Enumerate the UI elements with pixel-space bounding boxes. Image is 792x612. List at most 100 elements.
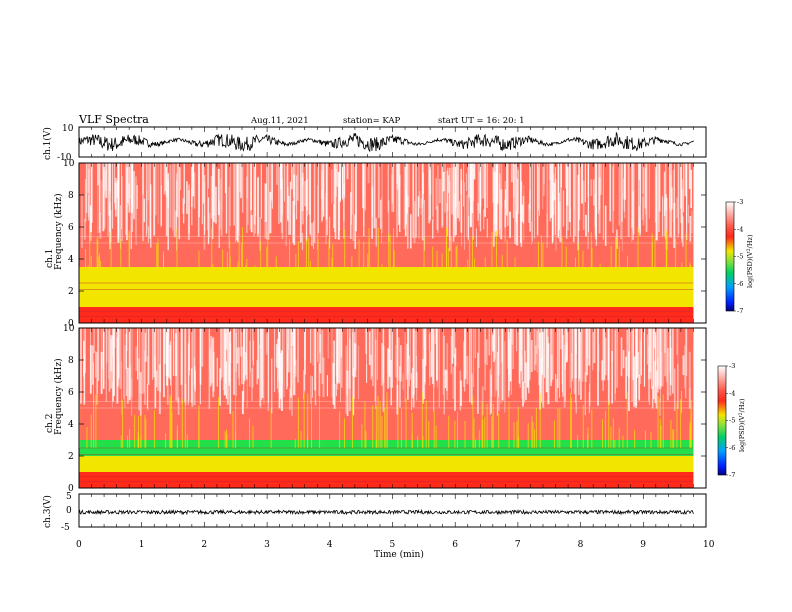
spectrogram-streak: [210, 176, 213, 219]
spectrogram-streak: [458, 201, 460, 222]
ch1-spectrogram-ylabel: Frequency (kHz): [53, 193, 64, 270]
spectrogram-streak: [176, 173, 178, 216]
spectrogram-spike: [671, 270, 673, 283]
spectrogram-streak: [542, 166, 545, 196]
ch1-waveform-panel: 10 -10 ch.1(V): [42, 124, 707, 163]
spectrogram-streak: [354, 343, 357, 378]
spectrogram-streak: [652, 386, 654, 409]
spectrogram-spike: [212, 263, 214, 283]
spectrogram-streak: [207, 163, 209, 189]
x-tick-label: 2: [201, 540, 207, 550]
spectrogram-spike: [98, 256, 100, 283]
x-tick-label: 5: [390, 540, 396, 550]
spectrogram-streak: [423, 329, 425, 349]
spectrogram-spike: [238, 239, 240, 283]
spectrogram-streak: [326, 375, 328, 397]
spectrogram-streak: [381, 196, 382, 244]
spectrogram-streak: [220, 328, 222, 381]
spectrogram-streak: [183, 163, 185, 204]
spectrogram-streak: [372, 328, 374, 387]
spectrogram-streak: [169, 164, 172, 228]
spectrogram-streak: [120, 205, 122, 249]
spectrogram-streak: [281, 178, 283, 216]
spectrogram-streak: [545, 328, 548, 393]
spectrogram-streak: [257, 328, 259, 379]
spectrogram-streak: [684, 163, 687, 197]
spectrogram-streak: [160, 163, 162, 227]
spectrogram-spike: [681, 262, 683, 283]
spectrogram-streak: [287, 163, 289, 220]
spectrogram-streak: [331, 328, 333, 398]
spectrogram-streak: [251, 368, 253, 401]
spectrogram-streak: [228, 328, 231, 383]
spectrogram-streak: [126, 163, 129, 203]
spectrogram-spike: [659, 418, 661, 448]
spectrogram-streak: [652, 330, 655, 387]
spectrogram-spike: [670, 420, 672, 448]
spectrogram-streak: [480, 163, 482, 207]
spectrogram-streak: [233, 328, 235, 395]
spectrogram-streak: [512, 328, 514, 370]
spectrogram-streak: [623, 163, 625, 212]
spectrogram-streak: [111, 381, 113, 408]
spectrogram-streak: [618, 163, 621, 226]
spectrogram-spike: [300, 431, 302, 448]
spectrogram-streak: [163, 328, 166, 364]
spectrogram-streak: [569, 328, 571, 389]
spectrogram-streak: [294, 328, 296, 396]
spectrogram-streak: [331, 169, 333, 204]
spectrogram-streak: [265, 333, 268, 355]
spectrogram-streak: [301, 177, 304, 212]
spectrogram-streak: [430, 328, 433, 377]
spectrogram-streak: [556, 328, 559, 389]
spectrogram-streak: [211, 163, 214, 240]
spectrogram-streak: [310, 375, 312, 405]
spectrogram-spike: [389, 234, 391, 283]
spectrogram-streak: [643, 328, 646, 387]
spectrogram-streak: [308, 163, 311, 215]
spectrogram-streak: [99, 163, 101, 233]
spectrogram-spike: [93, 393, 95, 448]
spectrogram-streak: [292, 328, 295, 396]
spectrogram-streak: [595, 163, 597, 237]
spectrogram-streak: [531, 163, 533, 242]
spectrogram-streak: [566, 165, 569, 206]
spectrogram-streak: [621, 163, 623, 222]
spectrogram-spike: [85, 248, 87, 283]
spectrogram-spike: [260, 241, 262, 283]
spectrogram-spike: [368, 227, 370, 283]
spectrogram-streak: [201, 328, 204, 367]
spectrogram-streak: [333, 163, 336, 233]
spectrogram-spike: [299, 267, 301, 283]
spectrogram-streak: [322, 163, 325, 217]
spectrogram-streak: [221, 163, 223, 211]
spectrogram-spike: [582, 404, 584, 448]
spectrogram-streak: [669, 174, 672, 212]
spectrogram-spike: [267, 231, 269, 283]
spectrogram-streak: [417, 196, 420, 217]
spectrogram-streak: [271, 163, 273, 209]
spectrogram-spike: [559, 408, 561, 448]
spectrogram-streak: [213, 163, 216, 223]
spectrogram-streak: [496, 351, 499, 416]
spectrogram-streak: [573, 163, 575, 210]
spectrogram-streak: [259, 217, 261, 251]
spectrogram-streak: [396, 163, 398, 184]
spectrogram-streak: [672, 328, 674, 394]
spectrogram-streak: [344, 165, 346, 198]
spectrogram-streak: [468, 163, 470, 198]
spectrogram-spike: [660, 424, 662, 448]
spectrogram-spike: [532, 421, 534, 448]
spectrogram-streak: [129, 163, 132, 199]
spectrogram-streak: [422, 328, 423, 400]
spectrogram-streak: [177, 328, 179, 403]
spectrogram-streak: [146, 383, 149, 409]
spectrogram-streak: [523, 185, 525, 241]
spectrogram-streak: [631, 330, 633, 402]
spectrogram-spike: [481, 401, 483, 448]
spectrogram-streak: [669, 163, 672, 238]
spectrogram-streak: [528, 334, 531, 381]
spectrogram-streak: [497, 328, 499, 398]
colorbar-tick-label: -7: [737, 307, 743, 315]
spectrogram-streak: [515, 211, 518, 246]
